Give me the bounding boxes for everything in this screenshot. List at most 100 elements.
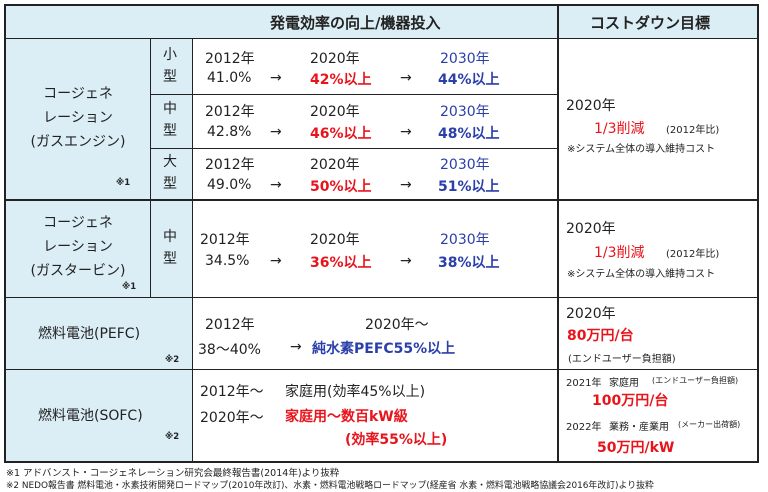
arrow: → bbox=[270, 177, 282, 193]
category-band bbox=[5, 38, 193, 462]
grid-line bbox=[4, 4, 6, 463]
arrow: → bbox=[400, 177, 412, 193]
arrow: → bbox=[400, 253, 412, 269]
header-cost: コストダウン目標 bbox=[590, 14, 711, 32]
grid-line bbox=[5, 369, 759, 370]
header-efficiency: 発電効率の向上/機器投入 bbox=[270, 14, 441, 32]
arrow: → bbox=[290, 339, 302, 355]
year-2020: 2020年 bbox=[310, 157, 360, 173]
pefc-value-2012: 38～40% bbox=[198, 342, 261, 358]
size-char: 型 bbox=[163, 176, 177, 192]
grid-line bbox=[557, 4, 559, 462]
size-char: 中 bbox=[163, 101, 177, 117]
value-2012: 49.0% bbox=[207, 177, 252, 193]
sofc-cost-line1-value: 100万円/台 bbox=[592, 393, 669, 409]
sofc-cost-line2-value: 50万円/kW bbox=[597, 440, 675, 456]
year-2030: 2030年 bbox=[440, 232, 490, 248]
year-2030: 2030年 bbox=[440, 104, 490, 120]
category-line: コージェネ bbox=[43, 215, 113, 231]
value-2030: 51%以上 bbox=[438, 179, 500, 195]
size-char: 型 bbox=[163, 251, 177, 267]
arrow: → bbox=[270, 253, 282, 269]
cost-target: 1/3削減 bbox=[594, 245, 645, 261]
footnote-2: ※2 NEDO報告書 燃料電池・水素技術開発ロードマップ(2010年改訂)、水素… bbox=[6, 481, 654, 491]
grid-line bbox=[5, 461, 759, 463]
cost-basis: (2012年比) bbox=[666, 125, 720, 136]
sofc-cost-line2-note: (メーカー出荷額) bbox=[678, 420, 741, 429]
cost-remark: ※システム全体の導入維持コスト bbox=[567, 269, 716, 280]
value-2020: 50%以上 bbox=[310, 179, 372, 195]
category-line: レーション bbox=[43, 110, 113, 126]
sofc-line1-year: 2012年～ bbox=[200, 384, 264, 400]
sofc-category: 燃料電池(SOFC) bbox=[38, 408, 143, 424]
size-label-large: 大 型 bbox=[163, 151, 177, 195]
cost-remark: ※システム全体の導入維持コスト bbox=[567, 144, 716, 155]
cost-target: 1/3削減 bbox=[594, 121, 645, 137]
sofc-cost-line1-label: 家庭用 bbox=[609, 378, 639, 389]
year-2030: 2030年 bbox=[440, 157, 490, 173]
arrow: → bbox=[400, 70, 412, 86]
sofc-cost-line2-label: 業務・産業用 bbox=[609, 422, 669, 433]
size-char: 小 bbox=[163, 47, 177, 63]
sofc-cost-line1-year: 2021年 bbox=[566, 378, 602, 389]
year-2020: 2020年 bbox=[310, 51, 360, 67]
size-char: 型 bbox=[163, 69, 177, 85]
arrow: → bbox=[270, 70, 282, 86]
size-label-medium: 中 型 bbox=[163, 98, 177, 142]
size-char: 大 bbox=[163, 154, 177, 170]
sofc-line2-text: 家庭用～数百kW級 bbox=[285, 409, 408, 425]
cost-year: 2020年 bbox=[566, 98, 616, 114]
sofc-note: ※2 bbox=[165, 432, 180, 442]
value-2020: 36%以上 bbox=[310, 255, 372, 271]
gas-engine-category: コージェネ レーション (ガスエンジン) bbox=[6, 82, 150, 154]
value-2030: 38%以上 bbox=[438, 255, 500, 271]
pefc-cost-year: 2020年 bbox=[566, 306, 616, 322]
grid-line bbox=[150, 94, 558, 95]
sofc-line2-year: 2020年～ bbox=[200, 410, 264, 426]
pefc-cost-remark: (エンドユーザー負担額) bbox=[568, 354, 676, 365]
grid-line bbox=[5, 38, 759, 39]
pefc-value-2020: 純水素PEFC55%以上 bbox=[312, 341, 456, 357]
footnote-1: ※1 アドバンスト・コージェネレーション研究会最終報告書(2014年)より抜粋 bbox=[6, 468, 340, 479]
size-char: 型 bbox=[163, 123, 177, 139]
size-char: 中 bbox=[163, 229, 177, 245]
gas-turbine-note: ※1 bbox=[122, 282, 137, 292]
pefc-year-2020: 2020年～ bbox=[365, 317, 429, 333]
size-label-small: 小 型 bbox=[163, 44, 177, 88]
grid-line bbox=[757, 4, 759, 463]
pefc-category: 燃料電池(PEFC) bbox=[38, 326, 141, 342]
year-2012: 2012年 bbox=[200, 232, 250, 248]
pefc-year-2012: 2012年 bbox=[205, 317, 255, 333]
header-band bbox=[5, 5, 758, 38]
grid-line bbox=[5, 199, 759, 201]
value-2020: 46%以上 bbox=[310, 126, 372, 142]
gas-turbine-category: コージェネ レーション (ガスタービン) bbox=[6, 211, 150, 283]
sofc-line1-text: 家庭用(効率45%以上) bbox=[285, 384, 426, 400]
size-label-medium: 中 型 bbox=[163, 226, 177, 270]
year-2030: 2030年 bbox=[440, 51, 490, 67]
pefc-cost-target: 80万円/台 bbox=[567, 328, 634, 344]
category-line: (ガスタービン) bbox=[30, 263, 126, 279]
arrow: → bbox=[270, 124, 282, 140]
cost-year: 2020年 bbox=[566, 221, 616, 237]
year-2012: 2012年 bbox=[205, 51, 255, 67]
pefc-note: ※2 bbox=[165, 355, 180, 365]
year-2020: 2020年 bbox=[310, 232, 360, 248]
value-2012: 42.8% bbox=[207, 124, 252, 140]
grid-line bbox=[150, 148, 558, 149]
value-2030: 48%以上 bbox=[438, 126, 500, 142]
year-2012: 2012年 bbox=[205, 157, 255, 173]
value-2012: 41.0% bbox=[207, 70, 252, 86]
grid-line bbox=[192, 38, 193, 462]
year-2012: 2012年 bbox=[205, 104, 255, 120]
grid-line bbox=[150, 38, 151, 297]
grid-line bbox=[5, 297, 759, 298]
value-2030: 44%以上 bbox=[438, 72, 500, 88]
year-2020: 2020年 bbox=[310, 104, 360, 120]
gas-engine-note: ※1 bbox=[116, 178, 131, 188]
cost-basis: (2012年比) bbox=[666, 249, 720, 260]
category-line: コージェネ bbox=[43, 86, 113, 102]
grid-line bbox=[5, 4, 759, 6]
sofc-line3-text: (効率55%以上) bbox=[345, 432, 448, 448]
sofc-cost-line1-note: (エンドユーザー負担額) bbox=[652, 376, 739, 385]
